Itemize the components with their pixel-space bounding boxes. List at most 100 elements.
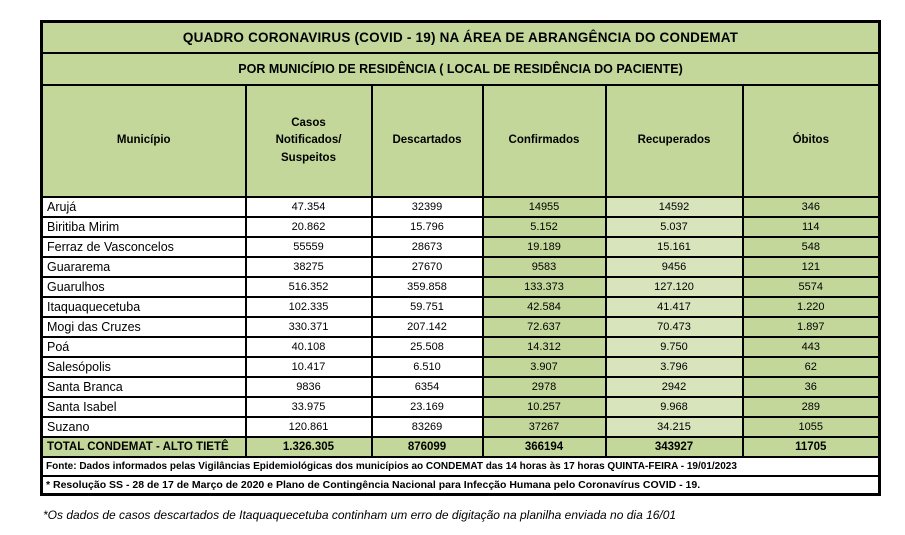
casos-cell: 40.108 <box>244 336 373 358</box>
confirmados-cell: 14.312 <box>481 336 607 358</box>
descartados-cell: 28673 <box>370 236 484 258</box>
typo-observation-note: *Os dados de casos descartados de Itaqua… <box>43 508 677 522</box>
descartados-cell: 207.142 <box>370 316 484 338</box>
obitos-cell: 1055 <box>741 416 881 438</box>
table-row: Arujá 47.354 32399 14955 14592 346 <box>40 196 881 218</box>
casos-cell: 55559 <box>244 236 373 258</box>
confirmados-cell: 3.907 <box>481 356 607 378</box>
source-note-row: Fonte: Dados informados pelas Vigilância… <box>40 456 881 477</box>
casos-cell: 10.417 <box>244 356 373 378</box>
confirmados-cell: 42.584 <box>481 296 607 318</box>
municipio-cell: Santa Branca <box>40 376 247 398</box>
casos-cell: 516.352 <box>244 276 373 298</box>
recuperados-cell: 14592 <box>604 196 744 218</box>
column-header-municipio: Município <box>40 84 247 198</box>
recuperados-cell: 41.417 <box>604 296 744 318</box>
confirmados-cell: 14955 <box>481 196 607 218</box>
total-confirmados-cell: 366194 <box>481 436 607 458</box>
total-obitos-cell: 11705 <box>741 436 881 458</box>
resolution-note: * Resolução SS - 28 de 17 de Março de 20… <box>40 475 881 496</box>
casos-cell: 33.975 <box>244 396 373 418</box>
descartados-cell: 15.796 <box>370 216 484 238</box>
column-header-obitos: Óbitos <box>741 84 881 198</box>
total-label: TOTAL CONDEMAT - ALTO TIETÊ <box>40 436 247 458</box>
municipio-cell: Guarulhos <box>40 276 247 298</box>
recuperados-cell: 5.037 <box>604 216 744 238</box>
table-row: Santa Branca 9836 6354 2978 2942 36 <box>40 376 881 398</box>
total-recuperados-cell: 343927 <box>604 436 744 458</box>
obitos-cell: 62 <box>741 356 881 378</box>
municipio-cell: Salesópolis <box>40 356 247 378</box>
resolution-note-row: * Resolução SS - 28 de 17 de Março de 20… <box>40 475 881 496</box>
recuperados-cell: 34.215 <box>604 416 744 438</box>
descartados-cell: 359.858 <box>370 276 484 298</box>
table-row: Salesópolis 10.417 6.510 3.907 3.796 62 <box>40 356 881 378</box>
recuperados-cell: 3.796 <box>604 356 744 378</box>
table-row: Santa Isabel 33.975 23.169 10.257 9.968 289 <box>40 396 881 418</box>
confirmados-cell: 10.257 <box>481 396 607 418</box>
descartados-cell: 59.751 <box>370 296 484 318</box>
recuperados-cell: 2942 <box>604 376 744 398</box>
confirmados-cell: 2978 <box>481 376 607 398</box>
confirmados-cell: 37267 <box>481 416 607 438</box>
casos-cell: 38275 <box>244 256 373 278</box>
column-header-row: Município Casos Notificados/ Suspeitos D… <box>40 84 881 198</box>
obitos-cell: 548 <box>741 236 881 258</box>
page-subtitle: POR MUNICÍPIO DE RESIDÊNCIA ( LOCAL DE R… <box>40 52 881 86</box>
municipio-cell: Poá <box>40 336 247 358</box>
obitos-cell: 346 <box>741 196 881 218</box>
table-subtitle-row: POR MUNICÍPIO DE RESIDÊNCIA ( LOCAL DE R… <box>40 52 881 86</box>
column-header-casos: Casos Notificados/ Suspeitos <box>244 84 373 198</box>
confirmados-cell: 133.373 <box>481 276 607 298</box>
municipio-cell: Santa Isabel <box>40 396 247 418</box>
municipio-cell: Arujá <box>40 196 247 218</box>
municipio-cell: Guararema <box>40 256 247 278</box>
table-row: Mogi das Cruzes 330.371 207.142 72.637 70.47… <box>40 316 881 338</box>
table-row: Biritiba Mirim 20.862 15.796 5.152 5.037 114 <box>40 216 881 238</box>
source-note: Fonte: Dados informados pelas Vigilância… <box>40 456 881 477</box>
casos-cell: 47.354 <box>244 196 373 218</box>
table-title-row: QUADRO CORONAVIRUS (COVID - 19) NA ÁREA … <box>40 20 881 54</box>
table-row: Guararema 38275 27670 9583 9456 121 <box>40 256 881 278</box>
municipio-cell: Itaquaquecetuba <box>40 296 247 318</box>
descartados-cell: 27670 <box>370 256 484 278</box>
obitos-cell: 1.897 <box>741 316 881 338</box>
confirmados-cell: 19.189 <box>481 236 607 258</box>
casos-cell: 9836 <box>244 376 373 398</box>
casos-cell: 20.862 <box>244 216 373 238</box>
obitos-cell: 121 <box>741 256 881 278</box>
obitos-cell: 443 <box>741 336 881 358</box>
confirmados-cell: 72.637 <box>481 316 607 338</box>
casos-cell: 330.371 <box>244 316 373 338</box>
recuperados-cell: 9.750 <box>604 336 744 358</box>
confirmados-cell: 5.152 <box>481 216 607 238</box>
descartados-cell: 32399 <box>370 196 484 218</box>
confirmados-cell: 9583 <box>481 256 607 278</box>
recuperados-cell: 15.161 <box>604 236 744 258</box>
descartados-cell: 23.169 <box>370 396 484 418</box>
municipio-cell: Ferraz de Vasconcelos <box>40 236 247 258</box>
total-row: TOTAL CONDEMAT - ALTO TIETÊ 1.326.305 87… <box>40 436 881 458</box>
total-casos-cell: 1.326.305 <box>244 436 373 458</box>
obitos-cell: 114 <box>741 216 881 238</box>
descartados-cell: 25.508 <box>370 336 484 358</box>
table-row: Itaquaquecetuba 102.335 59.751 42.584 41.417… <box>40 296 881 318</box>
municipio-cell: Suzano <box>40 416 247 438</box>
casos-cell: 120.861 <box>244 416 373 438</box>
recuperados-cell: 70.473 <box>604 316 744 338</box>
recuperados-cell: 127.120 <box>604 276 744 298</box>
table-row: Poá 40.108 25.508 14.312 9.750 443 <box>40 336 881 358</box>
obitos-cell: 5574 <box>741 276 881 298</box>
obitos-cell: 1.220 <box>741 296 881 318</box>
recuperados-cell: 9456 <box>604 256 744 278</box>
total-descartados-cell: 876099 <box>370 436 484 458</box>
page-title: QUADRO CORONAVIRUS (COVID - 19) NA ÁREA … <box>40 20 881 54</box>
descartados-cell: 6354 <box>370 376 484 398</box>
recuperados-cell: 9.968 <box>604 396 744 418</box>
descartados-cell: 83269 <box>370 416 484 438</box>
table-row: Guarulhos 516.352 359.858 133.373 127.120 557… <box>40 276 881 298</box>
table-row: Suzano 120.861 83269 37267 34.215 1055 <box>40 416 881 438</box>
covid-condemat-table: QUADRO CORONAVIRUS (COVID - 19) NA ÁREA … <box>40 20 882 496</box>
column-header-descartados: Descartados <box>370 84 484 198</box>
